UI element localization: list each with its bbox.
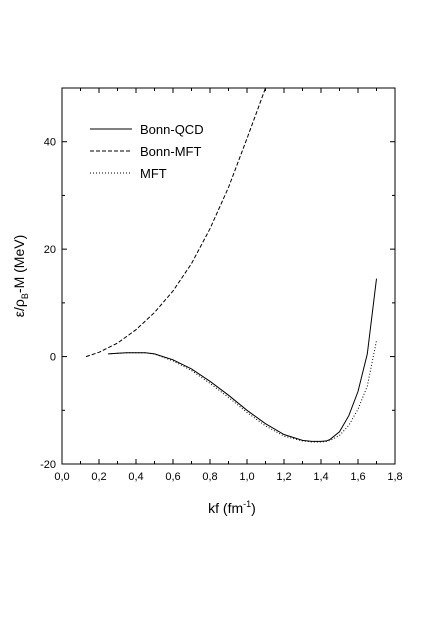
- x-tick-label: 1,6: [350, 471, 365, 483]
- x-axis-ticks: 0,0 0,2 0,4 0,6 0,8 1,0 1,2 1,4 1,6 1,8: [54, 88, 403, 483]
- series-line-bonn-qcd: [108, 278, 377, 442]
- legend-label-bonn-qcd: Bonn-QCD: [140, 122, 204, 137]
- y-axis-label-pre: ε/ρ: [11, 299, 27, 317]
- x-tick-label: 1,2: [276, 471, 291, 483]
- y-tick-label: 20: [44, 244, 56, 256]
- y-axis-label: ε/ρB-M (MeV): [11, 235, 30, 317]
- x-tick-label: 1,8: [387, 471, 402, 483]
- legend: Bonn-QCD Bonn-MFT MFT: [90, 122, 204, 181]
- x-tick-label: 0,0: [54, 471, 69, 483]
- x-axis-label-main: kf (fm: [208, 500, 243, 516]
- x-tick-label: 0,2: [91, 471, 106, 483]
- y-axis-label-sub: B: [20, 293, 30, 299]
- x-tick-label: 1,0: [239, 471, 254, 483]
- x-tick-label: 1,4: [313, 471, 328, 483]
- y-axis-label-post: -M (MeV): [11, 235, 27, 293]
- series-line-bonn-mft: [85, 87, 266, 358]
- x-axis-label-sup: -1: [243, 499, 251, 509]
- legend-label-bonn-mft: Bonn-MFT: [140, 144, 201, 159]
- x-tick-label: 0,8: [202, 471, 217, 483]
- x-axis-label-close: ): [251, 500, 256, 516]
- y-axis-ticks: -20 0 20 40: [40, 137, 395, 471]
- x-tick-label: 0,6: [165, 471, 180, 483]
- series-lines: [85, 87, 377, 443]
- y-tick-label: 40: [44, 137, 56, 149]
- x-axis-label: kf (fm-1): [208, 499, 256, 516]
- x-tick-label: 0,4: [128, 471, 143, 483]
- y-tick-label: 0: [50, 352, 56, 364]
- series-line-mft: [108, 340, 377, 443]
- plot-frame: [61, 87, 396, 465]
- y-tick-label: -20: [40, 459, 56, 471]
- legend-label-mft: MFT: [140, 166, 167, 181]
